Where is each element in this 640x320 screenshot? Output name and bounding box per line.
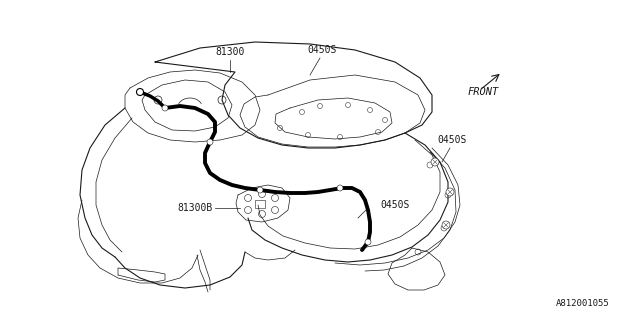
Circle shape <box>162 105 168 111</box>
Text: 81300: 81300 <box>215 47 244 57</box>
Circle shape <box>337 185 343 191</box>
Circle shape <box>442 221 450 229</box>
Circle shape <box>446 188 454 196</box>
Text: 81300B: 81300B <box>178 203 213 213</box>
Circle shape <box>431 158 439 166</box>
Circle shape <box>257 187 263 193</box>
Text: 0450S: 0450S <box>380 200 410 210</box>
Text: FRONT: FRONT <box>468 87 499 97</box>
Bar <box>255 200 265 208</box>
Circle shape <box>136 89 143 95</box>
Text: 0450S: 0450S <box>437 135 467 145</box>
Circle shape <box>365 239 371 245</box>
Text: 0450S: 0450S <box>307 45 337 55</box>
Text: A812001055: A812001055 <box>556 299 610 308</box>
Circle shape <box>207 139 213 145</box>
